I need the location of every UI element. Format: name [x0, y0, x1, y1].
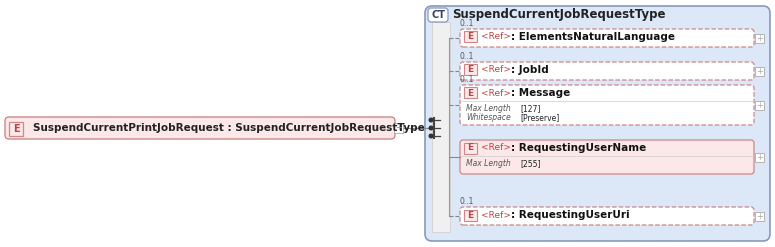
Bar	[432, 22, 450, 232]
Text: 0..1: 0..1	[460, 197, 474, 206]
FancyBboxPatch shape	[428, 8, 448, 22]
Text: : ElementsNaturalLanguage: : ElementsNaturalLanguage	[511, 32, 675, 42]
Text: +: +	[756, 67, 763, 76]
Bar	[755, 153, 764, 162]
Text: E: E	[467, 33, 474, 41]
Bar	[9, 122, 23, 136]
Bar	[464, 87, 477, 99]
Text: SuspendCurrentPrintJobRequest : SuspendCurrentJobRequestType: SuspendCurrentPrintJobRequest : SuspendC…	[33, 123, 425, 133]
Text: Max Length: Max Length	[466, 104, 511, 113]
Text: 0..1: 0..1	[460, 75, 474, 84]
Text: Whitespace: Whitespace	[466, 113, 511, 122]
FancyBboxPatch shape	[460, 85, 754, 125]
FancyBboxPatch shape	[460, 29, 754, 47]
Text: +: +	[756, 101, 763, 110]
Text: +: +	[395, 124, 402, 132]
FancyBboxPatch shape	[460, 140, 754, 174]
Text: : RequestingUserName: : RequestingUserName	[511, 143, 646, 153]
Text: +: +	[756, 153, 763, 162]
FancyBboxPatch shape	[460, 207, 754, 225]
Text: <Ref>: <Ref>	[481, 88, 511, 98]
Circle shape	[429, 134, 432, 138]
Bar	[464, 64, 477, 76]
FancyBboxPatch shape	[425, 6, 770, 241]
Text: <Ref>: <Ref>	[481, 210, 511, 220]
Text: SuspendCurrentJobRequestType: SuspendCurrentJobRequestType	[452, 8, 666, 21]
Text: 0..1: 0..1	[460, 19, 474, 28]
Bar	[464, 143, 477, 153]
FancyBboxPatch shape	[5, 117, 395, 139]
Text: +: +	[756, 34, 763, 43]
Text: E: E	[12, 124, 19, 134]
Text: E: E	[467, 65, 474, 75]
FancyBboxPatch shape	[460, 62, 754, 80]
Bar	[755, 67, 764, 76]
Text: 0..1: 0..1	[460, 52, 474, 61]
Text: <Ref>: <Ref>	[481, 144, 511, 152]
Text: [Preserve]: [Preserve]	[520, 113, 560, 122]
Bar	[755, 101, 764, 110]
Text: : Message: : Message	[511, 88, 570, 98]
Text: <Ref>: <Ref>	[481, 33, 511, 41]
Text: E: E	[467, 88, 474, 98]
Circle shape	[429, 126, 432, 130]
Text: CT: CT	[431, 10, 445, 20]
Bar	[755, 34, 764, 43]
Text: [127]: [127]	[520, 104, 540, 113]
Circle shape	[429, 118, 432, 122]
Text: [255]: [255]	[520, 159, 540, 168]
Bar	[394, 123, 403, 133]
Text: Max Length: Max Length	[466, 159, 511, 168]
Bar	[464, 32, 477, 42]
Bar	[755, 212, 764, 221]
Text: <Ref>: <Ref>	[481, 65, 511, 75]
Text: +: +	[756, 212, 763, 221]
Text: E: E	[467, 144, 474, 152]
Bar	[464, 209, 477, 221]
Text: E: E	[467, 210, 474, 220]
Text: : JobId: : JobId	[511, 65, 549, 75]
Text: : RequestingUserUri: : RequestingUserUri	[511, 210, 629, 220]
